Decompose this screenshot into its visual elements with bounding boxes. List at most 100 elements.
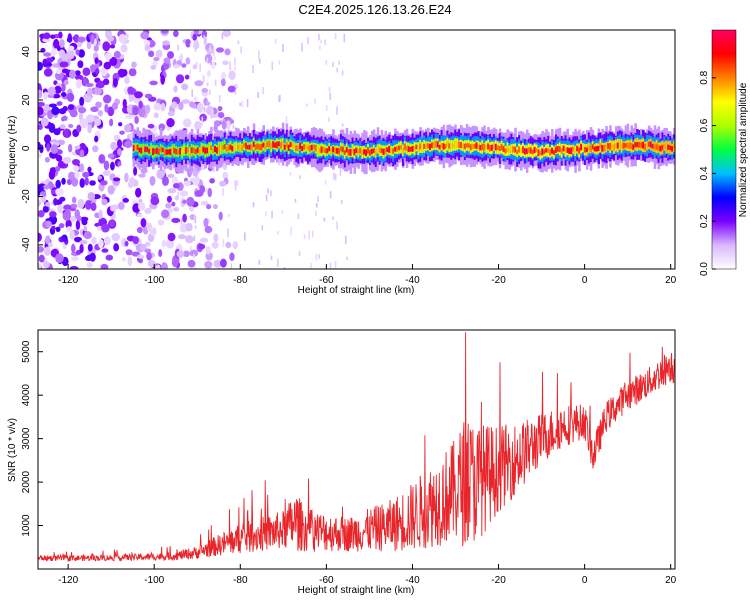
spectrogram-cell: [101, 223, 110, 233]
snr-x-tick-label: -100: [144, 575, 164, 586]
spectrogram-cell: [55, 226, 61, 232]
spectrogram-cell: [185, 57, 191, 65]
spectrogram-cell: [322, 146, 326, 153]
spectrogram-cell: [258, 144, 262, 151]
spectrogram-cell: [206, 70, 211, 77]
spectrogram-cell: [560, 148, 564, 154]
spectrogram-cell: [265, 194, 268, 202]
spectrogram-cell: [332, 61, 334, 68]
spectrogram-cell: [663, 143, 666, 149]
spectrogram-cell: [62, 106, 68, 112]
spectrogram-cell: [471, 143, 475, 149]
spectrogram-cell: [43, 68, 53, 77]
spectrogram-cell: [134, 91, 143, 99]
spectrogram-cell: [278, 95, 281, 103]
spectrogram-cell: [79, 149, 85, 157]
spectrogram-cell: [256, 143, 260, 150]
spectrogram-cell: [83, 150, 88, 156]
spectrogram-x-tick-label: -40: [405, 275, 420, 286]
spectrogram-cell: [189, 249, 199, 257]
spectrogram-cell: [463, 143, 467, 150]
spectrogram-cell: [204, 53, 213, 64]
spectrogram-cell: [209, 178, 215, 184]
spectrogram-cell: [55, 165, 61, 172]
spectrogram-cell: [430, 142, 434, 149]
spectrogram-cell: [135, 187, 142, 198]
spectrogram-cell: [230, 263, 233, 269]
spectrogram-cell: [86, 41, 92, 50]
spectrogram-cell: [79, 163, 85, 173]
spectrogram-cell: [122, 69, 128, 77]
spectrogram-cell: [50, 144, 59, 155]
spectrogram-cell: [75, 49, 80, 56]
spectrogram-cell: [48, 242, 53, 248]
spectrogram-cell: [205, 101, 211, 106]
spectrogram-cell: [38, 262, 42, 269]
spectrogram-cell: [285, 116, 288, 124]
spectrogram-cell: [467, 143, 471, 148]
spectrogram-cell: [337, 148, 341, 155]
spectrogram-cell: [95, 101, 102, 109]
spectrogram-cell: [539, 150, 542, 156]
spectrogram-cell: [173, 30, 179, 38]
spectrogram-cell: [38, 124, 43, 130]
spectrogram-cell: [60, 82, 66, 93]
spectrogram-cell: [144, 207, 152, 215]
spectrogram-cell: [593, 146, 597, 152]
spectrogram-cell: [520, 148, 523, 154]
spectrogram-cell: [359, 147, 362, 154]
spectrogram-cell: [477, 143, 480, 150]
spectrogram-cell: [66, 92, 75, 103]
snr-panel: -120 -100 -80 -60 -40 -20 0 20 1000 2000 3000 4000…: [7, 329, 677, 596]
spectrogram-cell: [143, 39, 151, 47]
spectrogram-cell: [61, 53, 69, 63]
spectrogram-cell: [461, 143, 465, 149]
spectrogram-cell: [84, 177, 89, 186]
spectrogram-cell: [374, 149, 378, 156]
spectrogram-cell: [173, 85, 178, 93]
spectrogram-cell: [446, 141, 449, 148]
spectrogram-cell: [504, 148, 508, 154]
spectrogram-cell: [162, 40, 170, 46]
spectrogram-x-tick-label: -20: [491, 275, 506, 286]
spectrogram-cell: [38, 200, 41, 207]
spectrogram-cell: [533, 146, 537, 154]
spectrogram-cell: [673, 144, 675, 149]
spectrogram-cell: [179, 190, 189, 197]
spectrogram-cell: [285, 142, 289, 148]
spectrogram-cell: [434, 140, 438, 148]
spectrogram-cell: [184, 147, 188, 154]
spectrogram-cell: [506, 146, 510, 153]
spectrogram-cell: [136, 226, 143, 234]
spectrogram-cell: [270, 190, 272, 196]
spectrogram-cell: [138, 258, 143, 264]
spectrogram-cell: [148, 148, 151, 154]
colorbar-gradient: [711, 29, 737, 270]
spectrogram-cell: [193, 235, 196, 242]
spectrogram-x-tick-label: -120: [58, 275, 78, 286]
spectrogram-cell: [176, 250, 185, 258]
spectrogram-cell: [79, 243, 84, 254]
spectrogram-cell: [55, 179, 61, 189]
spectrogram-cell: [341, 146, 345, 153]
spectrogram-cell: [43, 52, 52, 57]
spectrogram-cell: [165, 202, 172, 209]
spectrogram-cell: [192, 178, 200, 185]
snr-x-tick-label: 20: [665, 575, 677, 586]
spectrogram-cell: [73, 165, 80, 172]
spectrogram-cell: [198, 148, 202, 155]
colorbar-tick-label: 0.0: [699, 262, 710, 276]
spectrogram-cell: [301, 145, 304, 152]
spectrogram-cell: [282, 44, 284, 52]
spectrogram-cell: [171, 201, 176, 207]
spectrogram-cell: [214, 56, 216, 60]
spectrogram-cell: [58, 31, 63, 39]
spectrogram-cell: [87, 123, 92, 134]
spectrogram-cell: [144, 146, 147, 153]
spectrogram-cell: [409, 146, 413, 152]
spectrogram-cell: [203, 106, 206, 113]
spectrogram-cell: [200, 200, 209, 206]
spectrogram-cell: [339, 168, 342, 176]
spectrogram-cell: [483, 143, 486, 151]
